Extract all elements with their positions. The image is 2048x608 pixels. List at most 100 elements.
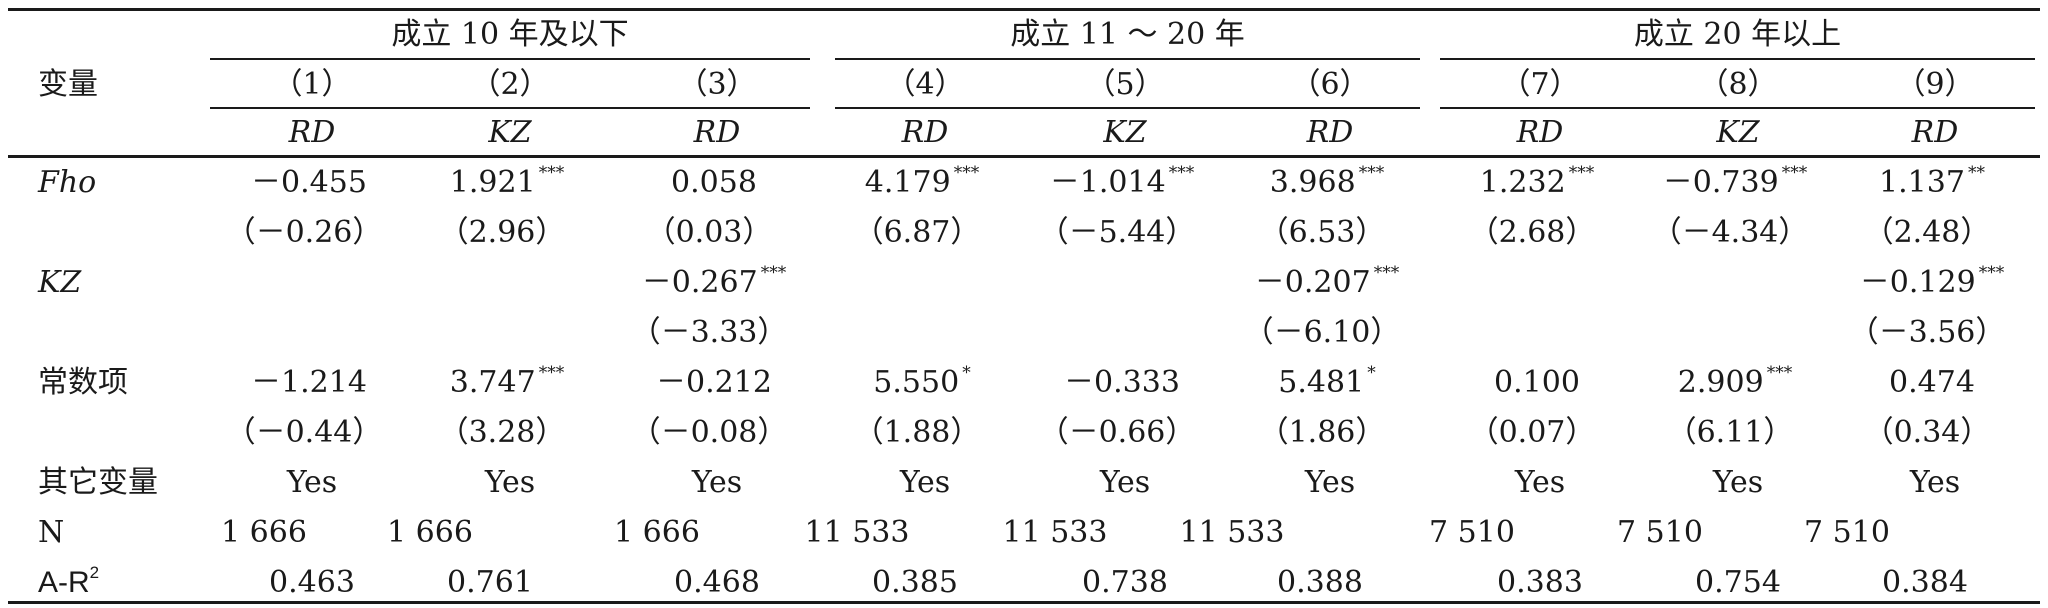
significance-stars: *** (1766, 363, 1793, 383)
value-cell-n: 1 666 (221, 515, 307, 550)
coefficient-value: 0.100 (1494, 365, 1580, 400)
group-header: 成立 11 ～ 20 年 (1010, 17, 1245, 52)
coefficient-cell: 1.137 ** (1879, 165, 1985, 198)
significance-stars: *** (953, 163, 980, 183)
value-cell-n: 7 510 (1617, 515, 1703, 550)
group-rule-2 (835, 58, 1420, 60)
t-statistic-cell: （－5.44） (1038, 215, 1196, 250)
row-label-fho: Fho (38, 165, 97, 200)
coefficient-value: －0.455 (251, 165, 367, 200)
significance-stars: *** (1781, 163, 1808, 183)
coefficient-cell: 0.100 (1494, 368, 1580, 398)
value-cell-ar2: 0.463 (269, 565, 355, 600)
column-rule-2 (835, 107, 1420, 109)
value-cell-n: 11 533 (804, 515, 910, 550)
significance-stars: *** (1168, 163, 1195, 183)
t-statistic-cell: （2.68） (1468, 215, 1596, 250)
t-statistic-cell: （0.34） (1863, 415, 1991, 450)
t-statistic-cell: （0.07） (1468, 415, 1596, 450)
dependent-variable: RD (288, 115, 336, 150)
column-number: （2） (470, 67, 550, 102)
coefficient-cell: －0.333 (1064, 368, 1180, 398)
t-statistic-cell: （－3.56） (1848, 315, 2006, 350)
row-label-ar2: A-R2 (38, 563, 100, 599)
coefficient-value: 2.909 (1677, 365, 1764, 400)
coefficient-cell: 5.550 * (873, 365, 970, 398)
significance-stars: *** (1358, 163, 1385, 183)
value-cell-n: 1 666 (387, 515, 473, 550)
value-cell-ar2: 0.383 (1497, 565, 1583, 600)
t-statistic-cell: （3.28） (438, 415, 566, 450)
coefficient-cell: －0.267 *** (641, 265, 786, 300)
t-statistic-cell: （6.53） (1258, 215, 1386, 250)
column-number: （3） (677, 67, 757, 102)
value-cell-n: 11 533 (1002, 515, 1108, 550)
coefficient-value: 3.968 (1269, 165, 1356, 200)
t-statistic-cell: （2.48） (1863, 215, 1991, 250)
dependent-variable: RD (1516, 115, 1564, 150)
coefficient-cell: －0.739 *** (1662, 165, 1807, 200)
dependent-variable: RD (1306, 115, 1354, 150)
t-statistic-cell: （－6.10） (1243, 315, 1401, 350)
row-label-const: 常数项 (38, 365, 128, 400)
value-cell-controls: Yes (899, 465, 951, 500)
column-rule-3 (1440, 107, 2035, 109)
value-cell-controls: Yes (1712, 465, 1764, 500)
dependent-variable: RD (1911, 115, 1959, 150)
coefficient-value: 5.481 (1278, 365, 1365, 400)
value-cell-controls: Yes (1909, 465, 1961, 500)
coefficient-value: 0.474 (1889, 365, 1975, 400)
coefficient-value: 0.058 (671, 165, 757, 200)
coefficient-cell: －0.212 (656, 368, 772, 398)
column-number: （7） (1500, 67, 1580, 102)
value-cell-ar2: 0.754 (1695, 565, 1781, 600)
value-cell-n: 7 510 (1804, 515, 1890, 550)
dependent-variable: KZ (1103, 115, 1147, 150)
dependent-variable: KZ (1716, 115, 1760, 150)
value-cell-ar2: 0.388 (1277, 565, 1363, 600)
coefficient-value: －1.014 (1049, 165, 1166, 200)
column-number: （8） (1698, 67, 1778, 102)
column-rule-1 (210, 107, 810, 109)
row-label-n: N (38, 515, 65, 550)
value-cell-ar2: 0.384 (1882, 565, 1968, 600)
value-cell-controls: Yes (484, 465, 536, 500)
value-cell-controls: Yes (1099, 465, 1151, 500)
coefficient-cell: －0.129 *** (1859, 265, 2004, 300)
coefficient-cell: 3.747 *** (450, 365, 564, 398)
coefficient-value: 4.179 (864, 165, 951, 200)
significance-stars: *** (538, 363, 565, 383)
t-statistic-cell: （1.88） (853, 415, 981, 450)
coefficient-cell: －0.455 (251, 168, 367, 198)
group-rule-1 (210, 58, 810, 60)
significance-stars: * (962, 363, 971, 383)
group-header: 成立 20 年以上 (1633, 17, 1842, 52)
value-cell-ar2: 0.385 (872, 565, 958, 600)
coefficient-cell: 4.179 *** (864, 165, 979, 200)
value-cell-controls: Yes (1514, 465, 1566, 500)
coefficient-value: 1.921 (449, 165, 536, 200)
coefficient-value: －0.129 (1859, 265, 1976, 300)
value-cell-controls: Yes (286, 465, 338, 500)
column-number: （1） (272, 67, 352, 102)
value-cell-n: 7 510 (1429, 515, 1515, 550)
t-statistic-cell: （6.11） (1666, 415, 1794, 450)
coefficient-cell: 2.909 *** (1677, 365, 1792, 400)
coefficient-value: －0.267 (641, 265, 758, 300)
significance-stars: *** (538, 163, 565, 183)
t-statistic-cell: （6.87） (853, 215, 981, 250)
value-cell-ar2: 0.761 (447, 565, 533, 600)
coefficient-cell: 0.474 (1889, 368, 1975, 398)
t-statistic-cell: （－0.44） (225, 415, 383, 450)
significance-stars: *** (1978, 263, 2005, 283)
coefficient-cell: －1.214 (251, 368, 367, 398)
coefficient-cell: －1.014 *** (1049, 165, 1194, 200)
value-cell-controls: Yes (1304, 465, 1356, 500)
t-statistic-cell: （1.86） (1258, 415, 1386, 450)
coefficient-value: －0.207 (1254, 265, 1371, 300)
value-cell-ar2: 0.468 (674, 565, 760, 600)
top-rule (8, 8, 2040, 11)
coefficient-value: －0.739 (1662, 165, 1779, 200)
coefficient-value: －0.333 (1064, 365, 1180, 400)
column-number: （5） (1085, 67, 1165, 102)
